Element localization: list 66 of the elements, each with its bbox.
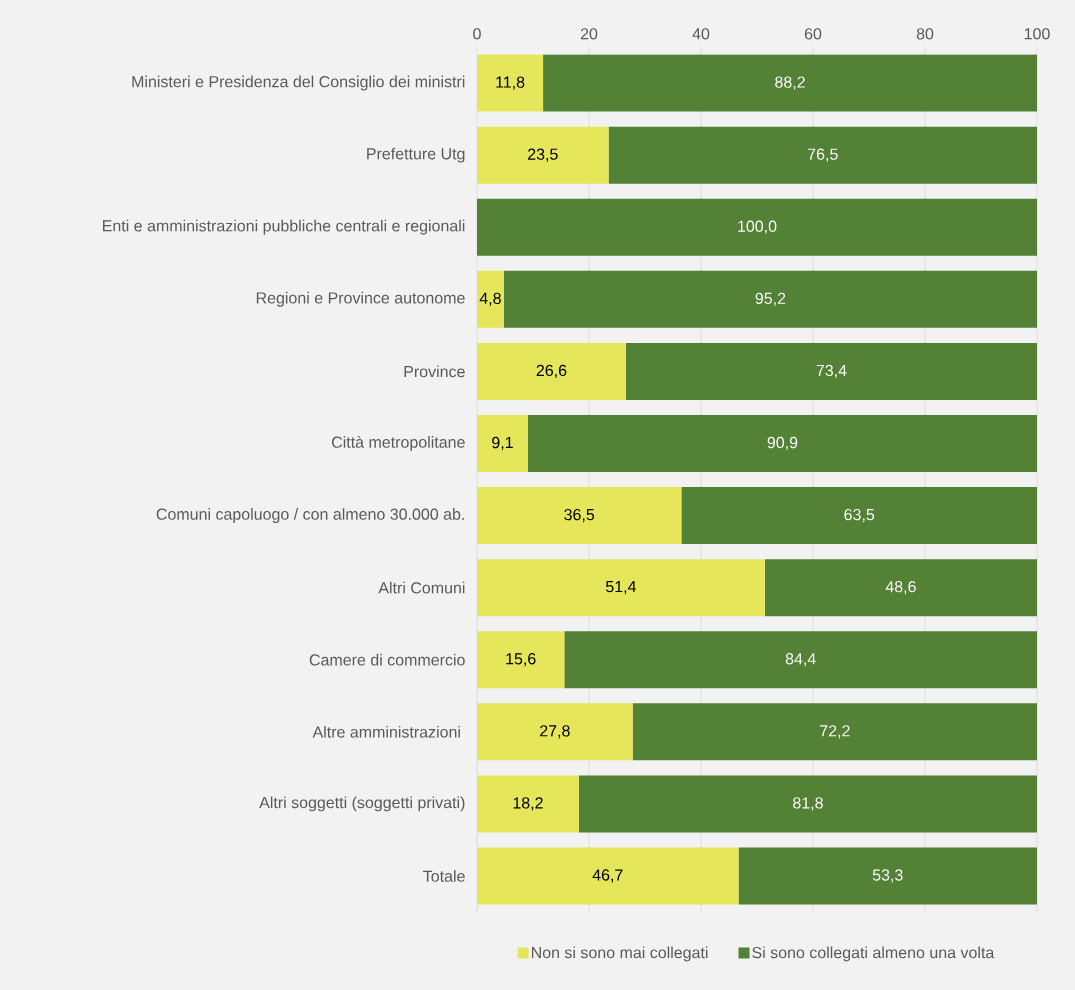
bar (608, 126, 1038, 184)
bar (527, 414, 1038, 472)
bar (477, 198, 1038, 256)
data-label: 23,5 (528, 148, 558, 162)
bar (578, 775, 1038, 833)
data-label: 4,8 (479, 292, 501, 306)
bar (477, 775, 579, 833)
bar (477, 703, 633, 761)
x-tick-label: 60 (804, 28, 822, 40)
legend-label: Si sono collegati almeno una volta (752, 946, 995, 962)
data-label: 84,4 (785, 653, 816, 667)
y-tick-label: Ministeri e Presidenza del Consiglio dei ministri (132, 75, 465, 91)
bar (477, 487, 682, 545)
x-tick-label: 100 (1024, 28, 1050, 40)
data-label: 9,1 (492, 436, 513, 451)
data-label: 90,9 (767, 436, 798, 451)
bar (503, 270, 1038, 328)
bar (681, 487, 1038, 545)
data-label: 76,5 (808, 148, 838, 162)
data-label: 46,7 (592, 869, 623, 883)
y-tick-label: Prefetture Utg (367, 147, 465, 163)
data-label: 18,2 (513, 797, 543, 811)
bar (477, 631, 565, 689)
data-label: 11,8 (496, 76, 525, 90)
data-label: 81,8 (793, 797, 823, 811)
data-label: 53,3 (872, 869, 903, 883)
y-tick-label: Camere di commercio (309, 653, 465, 666)
bar (477, 270, 504, 328)
data-label: 15,6 (506, 653, 536, 667)
y-tick-label: Regioni e Province autonome (256, 291, 465, 307)
bar (632, 703, 1038, 761)
y-tick-label: Altre amministrazioni (312, 725, 460, 738)
bar (477, 414, 528, 472)
data-label: 88,2 (775, 76, 805, 90)
bar (738, 847, 1038, 905)
x-tick-label: 0 (473, 28, 481, 40)
data-label: 72,2 (820, 725, 850, 739)
x-tick-label: 40 (692, 28, 710, 40)
bar (477, 559, 765, 617)
data-label: 100,0 (738, 220, 777, 234)
x-tick-label: 80 (916, 28, 934, 40)
bar (625, 342, 1038, 400)
data-label: 63,5 (844, 508, 875, 523)
legend-label: Non si sono mai collegati (531, 946, 708, 962)
data-label: 48,6 (885, 581, 916, 595)
data-label: 51,4 (606, 581, 637, 595)
y-tick-label: Comuni capoluogo / con almeno 30.000 ab. (156, 508, 464, 524)
y-tick-label: Città metropolitane (331, 435, 465, 452)
y-tick-label: Altri soggetti (soggetti privati) (259, 796, 465, 812)
data-label: 95,2 (755, 292, 786, 306)
bar (477, 126, 609, 184)
data-label: 36,5 (564, 508, 595, 523)
y-tick-label: Totale (423, 870, 465, 882)
y-tick-label: Altri Comuni (378, 581, 465, 594)
data-label: 26,6 (536, 364, 567, 378)
bar (477, 54, 544, 112)
bar (564, 631, 1038, 689)
data-label: 73,4 (816, 364, 847, 378)
y-tick-label: Enti e amministrazioni pubbliche centrali e regionali (103, 219, 465, 235)
data-label: 27,8 (540, 725, 570, 739)
bar (477, 847, 739, 905)
bar (543, 54, 1038, 112)
bar (764, 559, 1038, 617)
x-tick-label: 20 (580, 28, 598, 40)
bar (477, 342, 626, 400)
y-tick-label: Province (404, 365, 465, 378)
